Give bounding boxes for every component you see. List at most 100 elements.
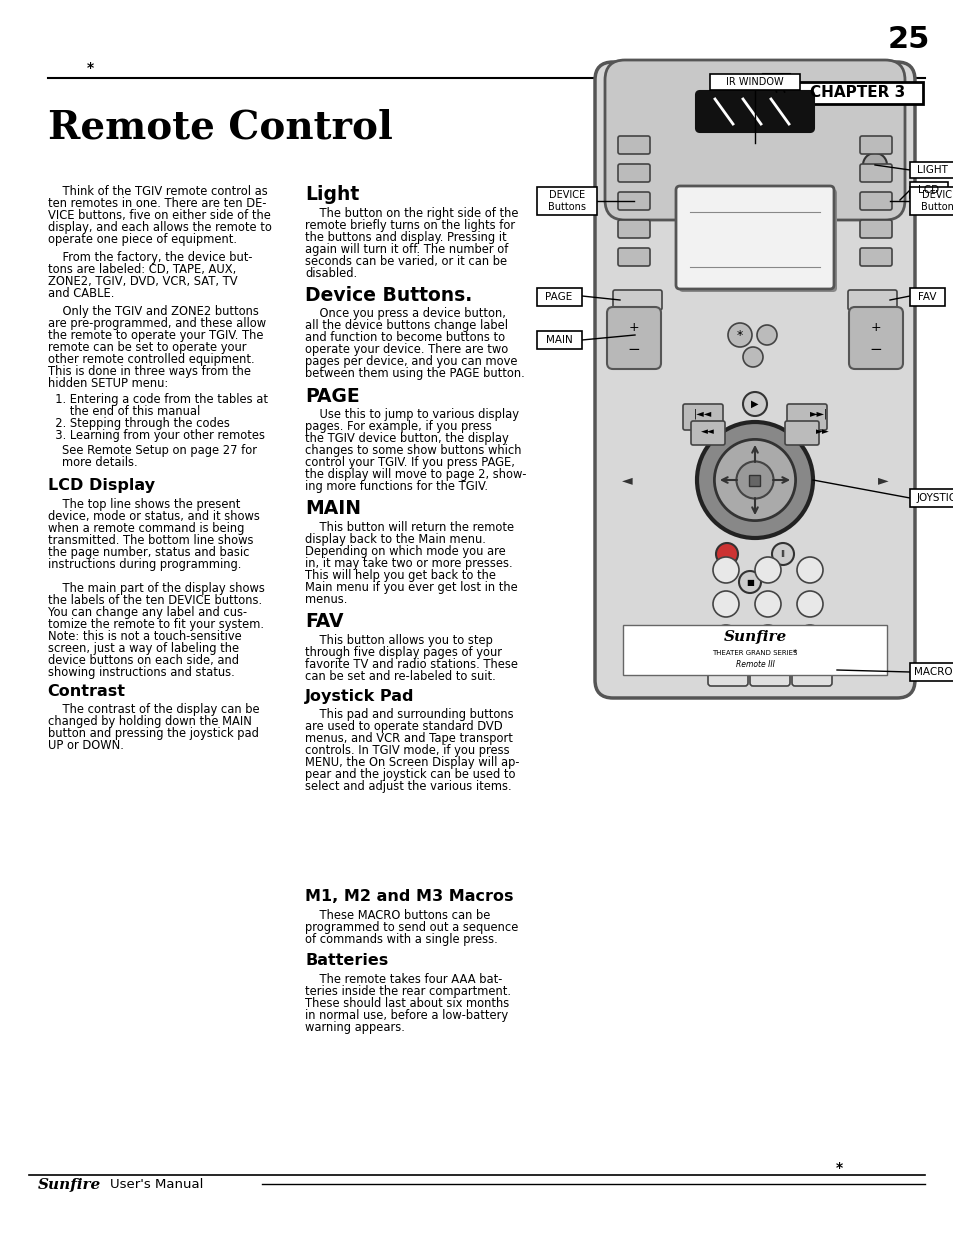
Text: +: + [870, 321, 881, 333]
Text: THEATER GRAND SERIES: THEATER GRAND SERIES [712, 650, 797, 656]
Text: FAV: FAV [917, 291, 935, 303]
Text: the page number, status and basic: the page number, status and basic [48, 546, 249, 558]
FancyBboxPatch shape [859, 191, 891, 210]
FancyBboxPatch shape [909, 663, 953, 680]
FancyBboxPatch shape [682, 404, 722, 430]
Text: These should last about six months: These should last about six months [305, 997, 509, 1009]
Text: in, it may take two or more presses.: in, it may take two or more presses. [305, 557, 513, 569]
Text: *: * [835, 1161, 842, 1174]
Text: The main part of the display shows: The main part of the display shows [48, 582, 264, 594]
Text: DEVICE
Buttons: DEVICE Buttons [920, 190, 953, 211]
Text: the end of this manual: the end of this manual [48, 405, 200, 417]
FancyBboxPatch shape [786, 404, 826, 430]
Text: menus, and VCR and Tape transport: menus, and VCR and Tape transport [305, 732, 513, 745]
Circle shape [714, 440, 795, 521]
Circle shape [697, 422, 812, 538]
Text: warning appears.: warning appears. [305, 1020, 405, 1034]
Text: |◄◄: |◄◄ [693, 409, 711, 419]
Text: ▶: ▶ [750, 399, 758, 409]
Text: ing more functions for the TGIV.: ing more functions for the TGIV. [305, 480, 488, 493]
Text: Main menu if you ever get lost in the: Main menu if you ever get lost in the [305, 580, 517, 594]
FancyBboxPatch shape [909, 162, 953, 178]
Circle shape [736, 462, 773, 499]
Text: instructions during programming.: instructions during programming. [48, 557, 241, 571]
Text: *: * [736, 329, 742, 342]
FancyBboxPatch shape [604, 61, 904, 220]
Text: This pad and surrounding buttons: This pad and surrounding buttons [305, 708, 514, 721]
Text: +: + [628, 321, 639, 333]
Text: operate one piece of equipment.: operate one piece of equipment. [48, 233, 236, 246]
Circle shape [712, 557, 739, 583]
FancyBboxPatch shape [909, 489, 953, 508]
Text: and CABLE.: and CABLE. [48, 288, 114, 300]
FancyBboxPatch shape [679, 189, 836, 291]
Text: PAGE: PAGE [305, 387, 359, 405]
FancyBboxPatch shape [847, 290, 896, 310]
Text: changed by holding down the MAIN: changed by holding down the MAIN [48, 715, 252, 729]
FancyBboxPatch shape [618, 136, 649, 154]
Text: hidden SETUP menu:: hidden SETUP menu: [48, 377, 168, 390]
Text: Use this to jump to various display: Use this to jump to various display [305, 408, 518, 421]
Text: other remote controlled equipment.: other remote controlled equipment. [48, 353, 254, 367]
Text: favorite TV and radio stations. These: favorite TV and radio stations. These [305, 657, 517, 671]
FancyBboxPatch shape [690, 421, 724, 445]
Text: the buttons and display. Pressing it: the buttons and display. Pressing it [305, 231, 506, 243]
Text: of commands with a single press.: of commands with a single press. [305, 932, 497, 946]
Text: From the factory, the device but-: From the factory, the device but- [48, 251, 252, 264]
Bar [749, 474, 760, 485]
Text: remote can be set to operate your: remote can be set to operate your [48, 341, 246, 354]
Text: more details.: more details. [62, 457, 137, 469]
Text: controls. In TGIV mode, if you press: controls. In TGIV mode, if you press [305, 745, 509, 757]
Circle shape [742, 391, 766, 416]
Text: Light: Light [305, 185, 359, 204]
Text: device buttons on each side, and: device buttons on each side, and [48, 653, 238, 667]
Text: MAIN: MAIN [545, 335, 572, 345]
Text: can be set and re-labeled to suit.: can be set and re-labeled to suit. [305, 669, 496, 683]
Text: Batteries: Batteries [305, 953, 388, 968]
Bar [793, 82, 922, 104]
Text: ◄: ◄ [621, 473, 632, 487]
Circle shape [757, 325, 776, 345]
Bar [762, 74, 789, 94]
Circle shape [754, 625, 781, 651]
Text: in normal use, before a low-battery: in normal use, before a low-battery [305, 1009, 508, 1021]
Text: all the device buttons change label: all the device buttons change label [305, 320, 508, 332]
FancyBboxPatch shape [859, 136, 891, 154]
Text: through five display pages of your: through five display pages of your [305, 646, 501, 658]
FancyBboxPatch shape [595, 62, 914, 698]
Text: the labels of the ten DEVICE buttons.: the labels of the ten DEVICE buttons. [48, 594, 261, 606]
Text: and function to become buttons to: and function to become buttons to [305, 331, 505, 345]
Circle shape [796, 625, 822, 651]
Circle shape [862, 153, 886, 177]
FancyBboxPatch shape [618, 164, 649, 182]
Text: Sunfire: Sunfire [38, 1178, 101, 1192]
Circle shape [727, 324, 751, 347]
Text: ◄◄: ◄◄ [700, 427, 714, 436]
Text: This will help you get back to the: This will help you get back to the [305, 569, 496, 582]
FancyBboxPatch shape [618, 220, 649, 238]
Text: The contrast of the display can be: The contrast of the display can be [48, 703, 259, 716]
FancyBboxPatch shape [791, 658, 831, 685]
Text: User's Manual: User's Manual [110, 1178, 203, 1191]
Text: pages. For example, if you press: pages. For example, if you press [305, 420, 492, 433]
Text: Joystick Pad: Joystick Pad [305, 689, 415, 704]
FancyBboxPatch shape [606, 308, 660, 369]
FancyBboxPatch shape [909, 186, 953, 215]
Text: UP or DOWN.: UP or DOWN. [48, 739, 124, 752]
Text: changes to some show buttons which: changes to some show buttons which [305, 445, 521, 457]
Text: MACROS: MACROS [913, 667, 953, 677]
Text: remote briefly turns on the lights for: remote briefly turns on the lights for [305, 219, 515, 232]
Text: FAV: FAV [305, 613, 343, 631]
Text: *: * [87, 61, 94, 75]
Text: Depending on which mode you are: Depending on which mode you are [305, 545, 505, 558]
Text: device, mode or status, and it shows: device, mode or status, and it shows [48, 510, 259, 522]
Text: VICE buttons, five on either side of the: VICE buttons, five on either side of the [48, 209, 271, 222]
Text: DEVICE
Buttons: DEVICE Buttons [547, 190, 585, 211]
Text: Contrast: Contrast [48, 683, 126, 699]
Text: control your TGIV. If you press PAGE,: control your TGIV. If you press PAGE, [305, 456, 515, 469]
Text: Remote III: Remote III [735, 659, 774, 668]
Text: pages per device, and you can move: pages per device, and you can move [305, 356, 517, 368]
Text: Device Buttons.: Device Buttons. [305, 287, 472, 305]
Text: PAGE: PAGE [545, 291, 572, 303]
FancyBboxPatch shape [622, 625, 886, 676]
